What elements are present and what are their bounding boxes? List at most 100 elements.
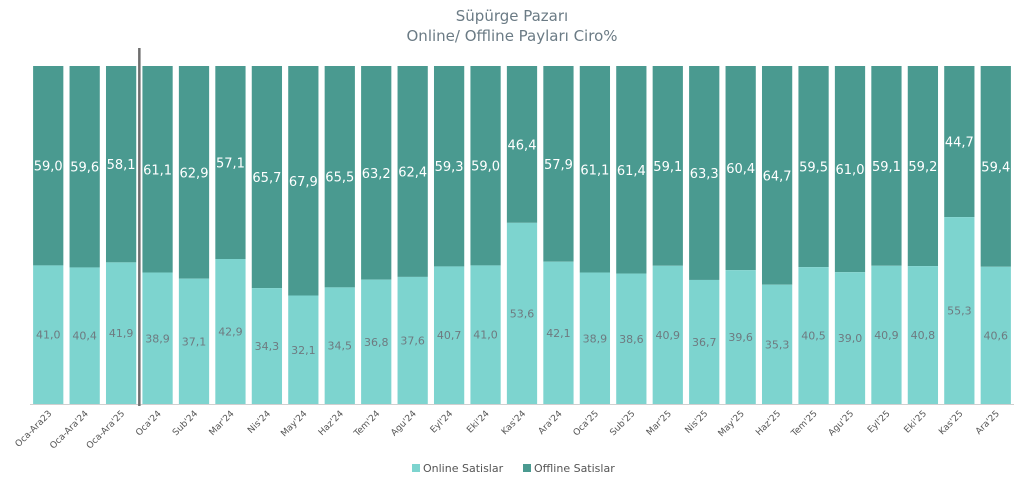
data-label-offline: 67,9 [289, 175, 318, 190]
bar-online [689, 279, 720, 404]
bar-offline [361, 66, 392, 280]
bar-online [871, 265, 902, 404]
data-label-offline: 57,9 [544, 158, 573, 173]
data-label-online: 35,3 [765, 338, 790, 351]
data-label-offline: 59,0 [471, 160, 500, 175]
bar-online [798, 267, 829, 404]
legend-label: Online Satislar [423, 462, 504, 475]
x-tick-label: Nis'24 [246, 409, 273, 436]
bar-offline [142, 66, 173, 273]
bar-online [470, 265, 501, 404]
data-label-offline: 59,0 [34, 160, 63, 175]
bar-online [433, 266, 465, 404]
bar-offline [433, 66, 465, 267]
x-tick-label: Eyl'25 [866, 409, 892, 435]
bar-offline [33, 66, 64, 266]
data-label-online: 38,9 [583, 332, 608, 345]
data-label-offline: 61,1 [143, 163, 172, 178]
data-label-online: 39,6 [728, 331, 753, 344]
bar-offline [397, 66, 428, 277]
bar-offline [288, 66, 319, 296]
bar-online [361, 279, 392, 404]
x-tick-label: Eki'24 [465, 409, 492, 436]
data-label-online: 40,7 [437, 329, 462, 342]
legend-swatch [412, 464, 420, 472]
data-label-offline: 59,5 [799, 161, 828, 176]
data-label-online: 53,6 [510, 307, 535, 320]
data-label-online: 40,8 [911, 329, 936, 342]
bar-online [506, 222, 538, 404]
data-label-online: 42,1 [546, 327, 571, 340]
data-label-online: 36,8 [364, 336, 389, 349]
x-tick-label: Eyl'24 [429, 409, 456, 436]
x-tick-label: Tem'24 [352, 409, 383, 440]
bar-offline [543, 66, 574, 262]
x-tick-label: Mar'24 [208, 409, 237, 438]
bar-offline [871, 66, 902, 266]
data-label-offline: 61,1 [580, 163, 609, 178]
bar-offline [579, 66, 611, 273]
x-tick-label: May'25 [717, 409, 747, 439]
bar-online [761, 284, 793, 404]
bar-online [397, 276, 428, 404]
data-label-online: 55,3 [947, 305, 972, 318]
data-label-offline: 59,6 [70, 161, 99, 176]
bar-online [652, 265, 683, 404]
bar-online [215, 258, 246, 404]
data-label-online: 36,7 [692, 336, 717, 349]
bar-offline [725, 66, 756, 271]
data-label-online: 34,5 [328, 340, 353, 353]
data-label-online: 40,9 [874, 329, 899, 342]
x-tick-label: Agu'24 [389, 409, 419, 439]
data-label-offline: 65,7 [252, 171, 281, 186]
bar-online [288, 295, 319, 404]
bar-offline [215, 66, 246, 259]
bar-online [33, 265, 64, 404]
data-label-offline: 65,5 [325, 171, 354, 186]
data-label-online: 34,3 [255, 340, 280, 353]
data-label-online: 40,9 [656, 329, 681, 342]
data-label-online: 42,9 [218, 325, 243, 338]
title-block: Süpürge Pazarı Online/ Offline Payları C… [0, 6, 1024, 46]
bar-offline [616, 66, 647, 274]
bar-online [579, 272, 611, 404]
data-label-online: 38,6 [619, 333, 644, 346]
bar-online [543, 261, 574, 404]
data-label-online: 41,9 [109, 327, 134, 340]
bar-online [725, 270, 756, 404]
x-tick-label: Kas'24 [500, 409, 528, 437]
data-label-online: 40,6 [984, 329, 1009, 342]
bar-online [907, 266, 939, 404]
bar-online [324, 287, 355, 404]
bar-offline [689, 66, 720, 280]
bar-online [834, 272, 866, 404]
bar-offline [506, 66, 538, 223]
x-tick-label: Sub'24 [171, 409, 200, 438]
data-label-offline: 63,2 [362, 167, 391, 182]
data-label-online: 37,6 [400, 334, 425, 347]
x-tick-label: Agu'25 [827, 409, 856, 438]
bar-online [105, 262, 137, 404]
bar-online [980, 266, 1011, 404]
chart-title: Süpürge Pazarı [455, 7, 569, 25]
data-label-offline: 59,3 [435, 160, 464, 175]
bar-offline [69, 66, 100, 268]
x-tick-label: Oca-Ara'25 [85, 409, 127, 451]
data-label-offline: 57,1 [216, 156, 245, 171]
bar-offline [980, 66, 1011, 267]
bar-offline [324, 66, 355, 288]
bar-offline [944, 66, 975, 218]
bar-offline [798, 66, 829, 268]
data-label-offline: 61,0 [836, 163, 865, 178]
data-label-online: 37,1 [182, 335, 207, 348]
data-label-online: 32,1 [291, 344, 316, 357]
bar-offline [761, 66, 793, 285]
bar-online [944, 217, 975, 404]
data-label-offline: 59,1 [653, 160, 682, 175]
data-label-offline: 62,4 [398, 165, 427, 180]
chart-subtitle: Online/ Offline Payları Ciro% [406, 27, 618, 45]
data-label-offline: 58,1 [107, 158, 136, 173]
data-label-offline: 59,4 [981, 160, 1010, 175]
